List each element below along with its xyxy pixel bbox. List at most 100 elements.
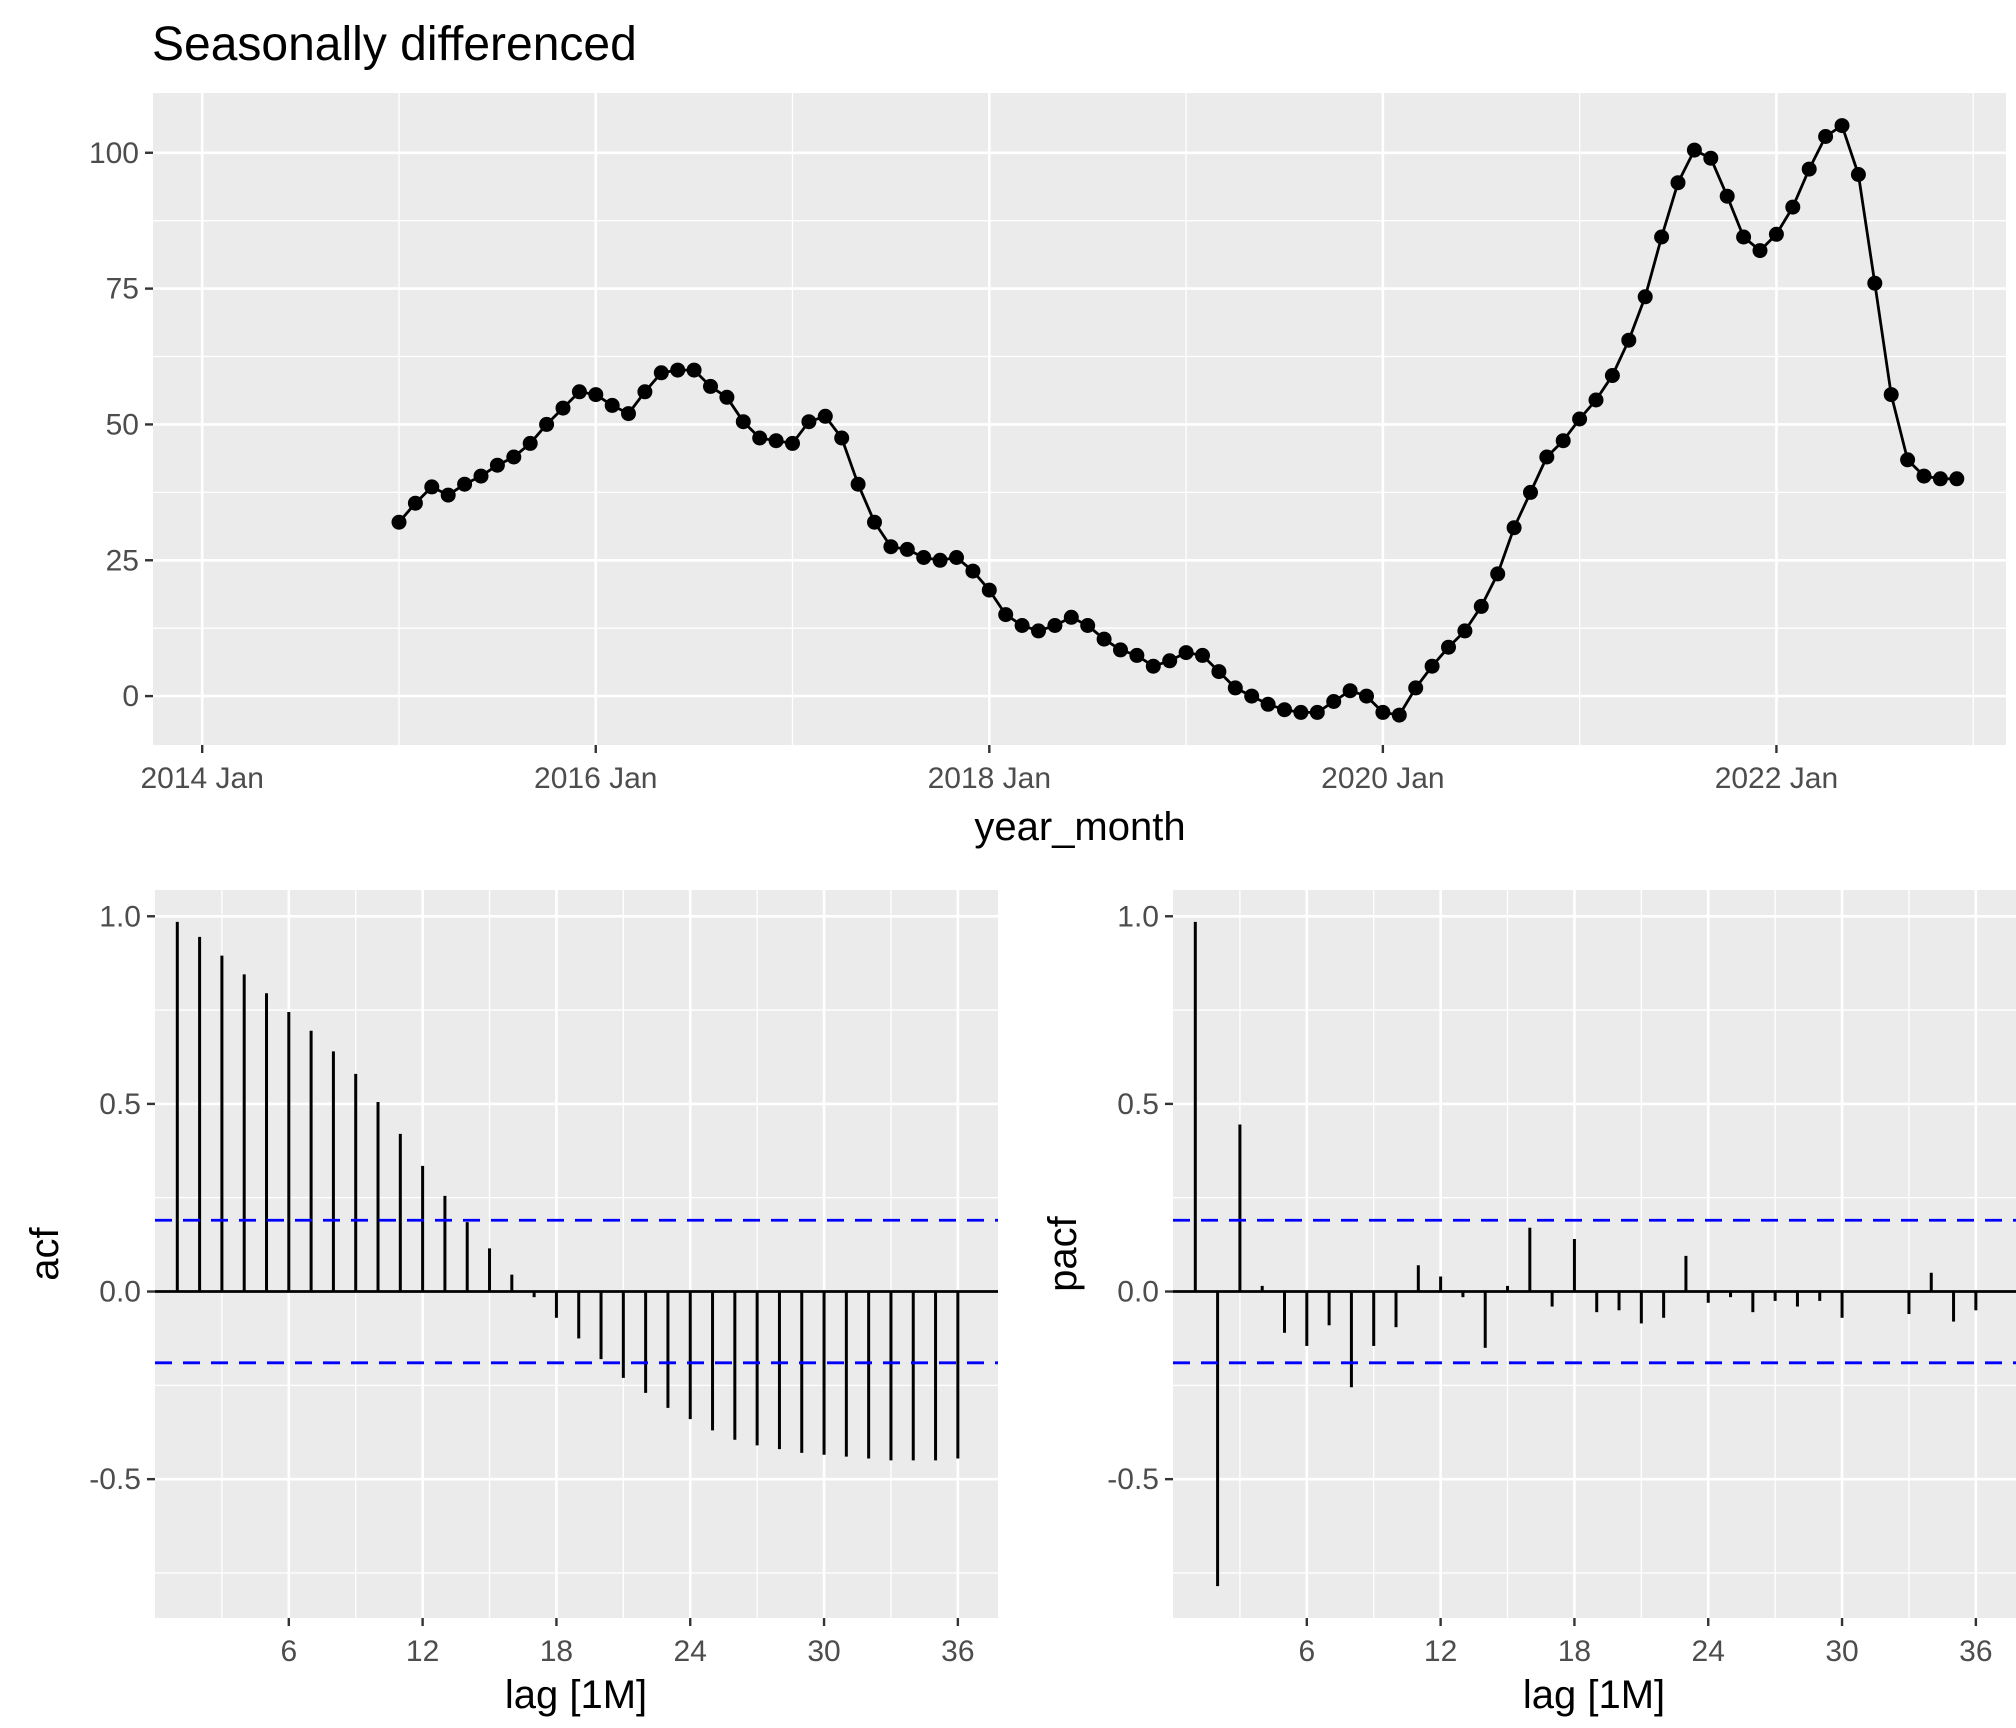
x-tick-label: 2018 Jan	[928, 762, 1051, 795]
data-point	[1867, 275, 1883, 291]
data-point	[407, 495, 423, 511]
acf-x-tick-label: 30	[807, 1635, 840, 1668]
data-point	[1719, 188, 1735, 204]
data-point	[1293, 704, 1309, 720]
data-point	[965, 563, 981, 579]
data-point	[588, 387, 604, 403]
pacf-x-axis-title: lag [1M]	[1523, 1673, 1665, 1717]
data-point	[506, 449, 522, 465]
data-point	[1424, 658, 1440, 674]
acf-x-tick-label: 36	[941, 1635, 974, 1668]
data-point	[1785, 199, 1801, 215]
time-series-grid	[153, 93, 2006, 745]
data-point	[1227, 680, 1243, 696]
data-point	[932, 552, 948, 568]
data-point	[1047, 618, 1063, 633]
data-point	[949, 550, 964, 565]
data-point	[1654, 229, 1670, 245]
data-point	[1850, 167, 1866, 182]
pacf-panel	[1173, 890, 2016, 1618]
data-point	[719, 389, 735, 405]
x-tick-label: 2014 Jan	[140, 762, 263, 795]
pacf-y-tick-label: 1.0	[1117, 900, 1159, 933]
data-point	[473, 468, 489, 484]
data-point	[1145, 658, 1161, 674]
data-point	[1195, 647, 1210, 663]
data-point	[981, 582, 997, 598]
data-point	[1408, 680, 1424, 696]
data-point	[1342, 683, 1358, 699]
data-point	[735, 414, 751, 430]
data-point	[1637, 289, 1653, 305]
data-point	[1211, 664, 1227, 680]
data-point	[1457, 623, 1473, 639]
acf-y-tick-label: -0.5	[89, 1463, 141, 1496]
data-point	[752, 430, 768, 446]
data-point	[555, 400, 571, 416]
data-point	[1391, 707, 1407, 723]
acf-x-axis-title: lag [1M]	[505, 1673, 647, 1717]
acf-x-tick-label: 18	[540, 1635, 573, 1668]
chart-title: Seasonally differenced	[152, 18, 637, 71]
data-point	[1309, 704, 1325, 720]
data-point	[1113, 642, 1128, 658]
data-point	[1900, 452, 1916, 468]
y-tick-label: 0	[122, 680, 139, 713]
data-point	[621, 406, 636, 422]
x-tick-label: 2020 Jan	[1321, 762, 1444, 795]
data-point	[1162, 653, 1178, 669]
pacf-x-tick-label: 18	[1558, 1635, 1591, 1668]
data-point	[1326, 694, 1342, 709]
data-point	[1752, 243, 1768, 259]
data-point	[1949, 471, 1965, 487]
acf-y-tick-label: 0.0	[99, 1276, 141, 1309]
pacf-x-tick-label: 6	[1298, 1635, 1315, 1668]
data-point	[1260, 696, 1276, 712]
data-point	[686, 362, 702, 378]
x-tick-label: 2022 Jan	[1715, 762, 1838, 795]
data-point	[1883, 387, 1899, 403]
data-point	[785, 435, 800, 451]
acf-x-tick-label: 12	[406, 1635, 439, 1668]
pacf-y-axis-title: pacf	[1041, 1215, 1085, 1291]
data-point	[637, 384, 653, 400]
time-series-chart: Seasonally differenced 0 25 50 75 100 2014 Ja…	[89, 18, 2006, 849]
data-point	[1736, 229, 1752, 245]
data-point	[1277, 702, 1292, 718]
data-point	[1375, 704, 1391, 720]
pacf-y-tick-label: -0.5	[1107, 1463, 1159, 1496]
data-point	[1359, 688, 1374, 704]
data-point	[834, 430, 850, 446]
acf-y-tick-label: 1.0	[99, 900, 141, 933]
pacf-bars	[1173, 921, 2016, 1587]
x-axis-title: year_month	[974, 805, 1185, 849]
acf-y-tick-label: 0.5	[99, 1088, 141, 1121]
data-point	[539, 416, 555, 432]
pacf-y-tick-label: 0.5	[1117, 1088, 1159, 1121]
data-point	[1686, 142, 1702, 158]
data-point	[1539, 449, 1555, 465]
pacf-y-tick-label: 0.0	[1117, 1276, 1159, 1309]
data-point	[653, 365, 669, 381]
data-point	[604, 397, 620, 413]
data-point	[1063, 609, 1079, 625]
data-point	[1801, 161, 1817, 177]
acf-grid	[155, 890, 998, 1618]
data-point	[571, 384, 587, 400]
data-point	[1932, 471, 1948, 487]
time-series-axes: 0 25 50 75 100 2014 Jan 2016 Jan 2018 Jan 2020 J…	[89, 137, 1838, 795]
data-point	[670, 362, 686, 378]
pacf-chart: -0.5 0.0 0.5 1.0 6 12 18 24 30 36 lag [1M] pacf	[1041, 890, 2016, 1717]
acf-axes: -0.5 0.0 0.5 1.0 6 12 18 24 30 36	[89, 900, 974, 1668]
data-point	[489, 457, 505, 473]
data-point	[1441, 639, 1456, 655]
data-point	[1604, 368, 1620, 383]
data-point	[391, 514, 407, 530]
pacf-axes: -0.5 0.0 0.5 1.0 6 12 18 24 30 36	[1107, 900, 1992, 1668]
data-point	[1096, 631, 1112, 647]
data-point	[457, 476, 473, 492]
data-point	[899, 541, 915, 557]
y-tick-label: 75	[106, 273, 139, 306]
pacf-x-tick-label: 30	[1825, 1635, 1858, 1668]
